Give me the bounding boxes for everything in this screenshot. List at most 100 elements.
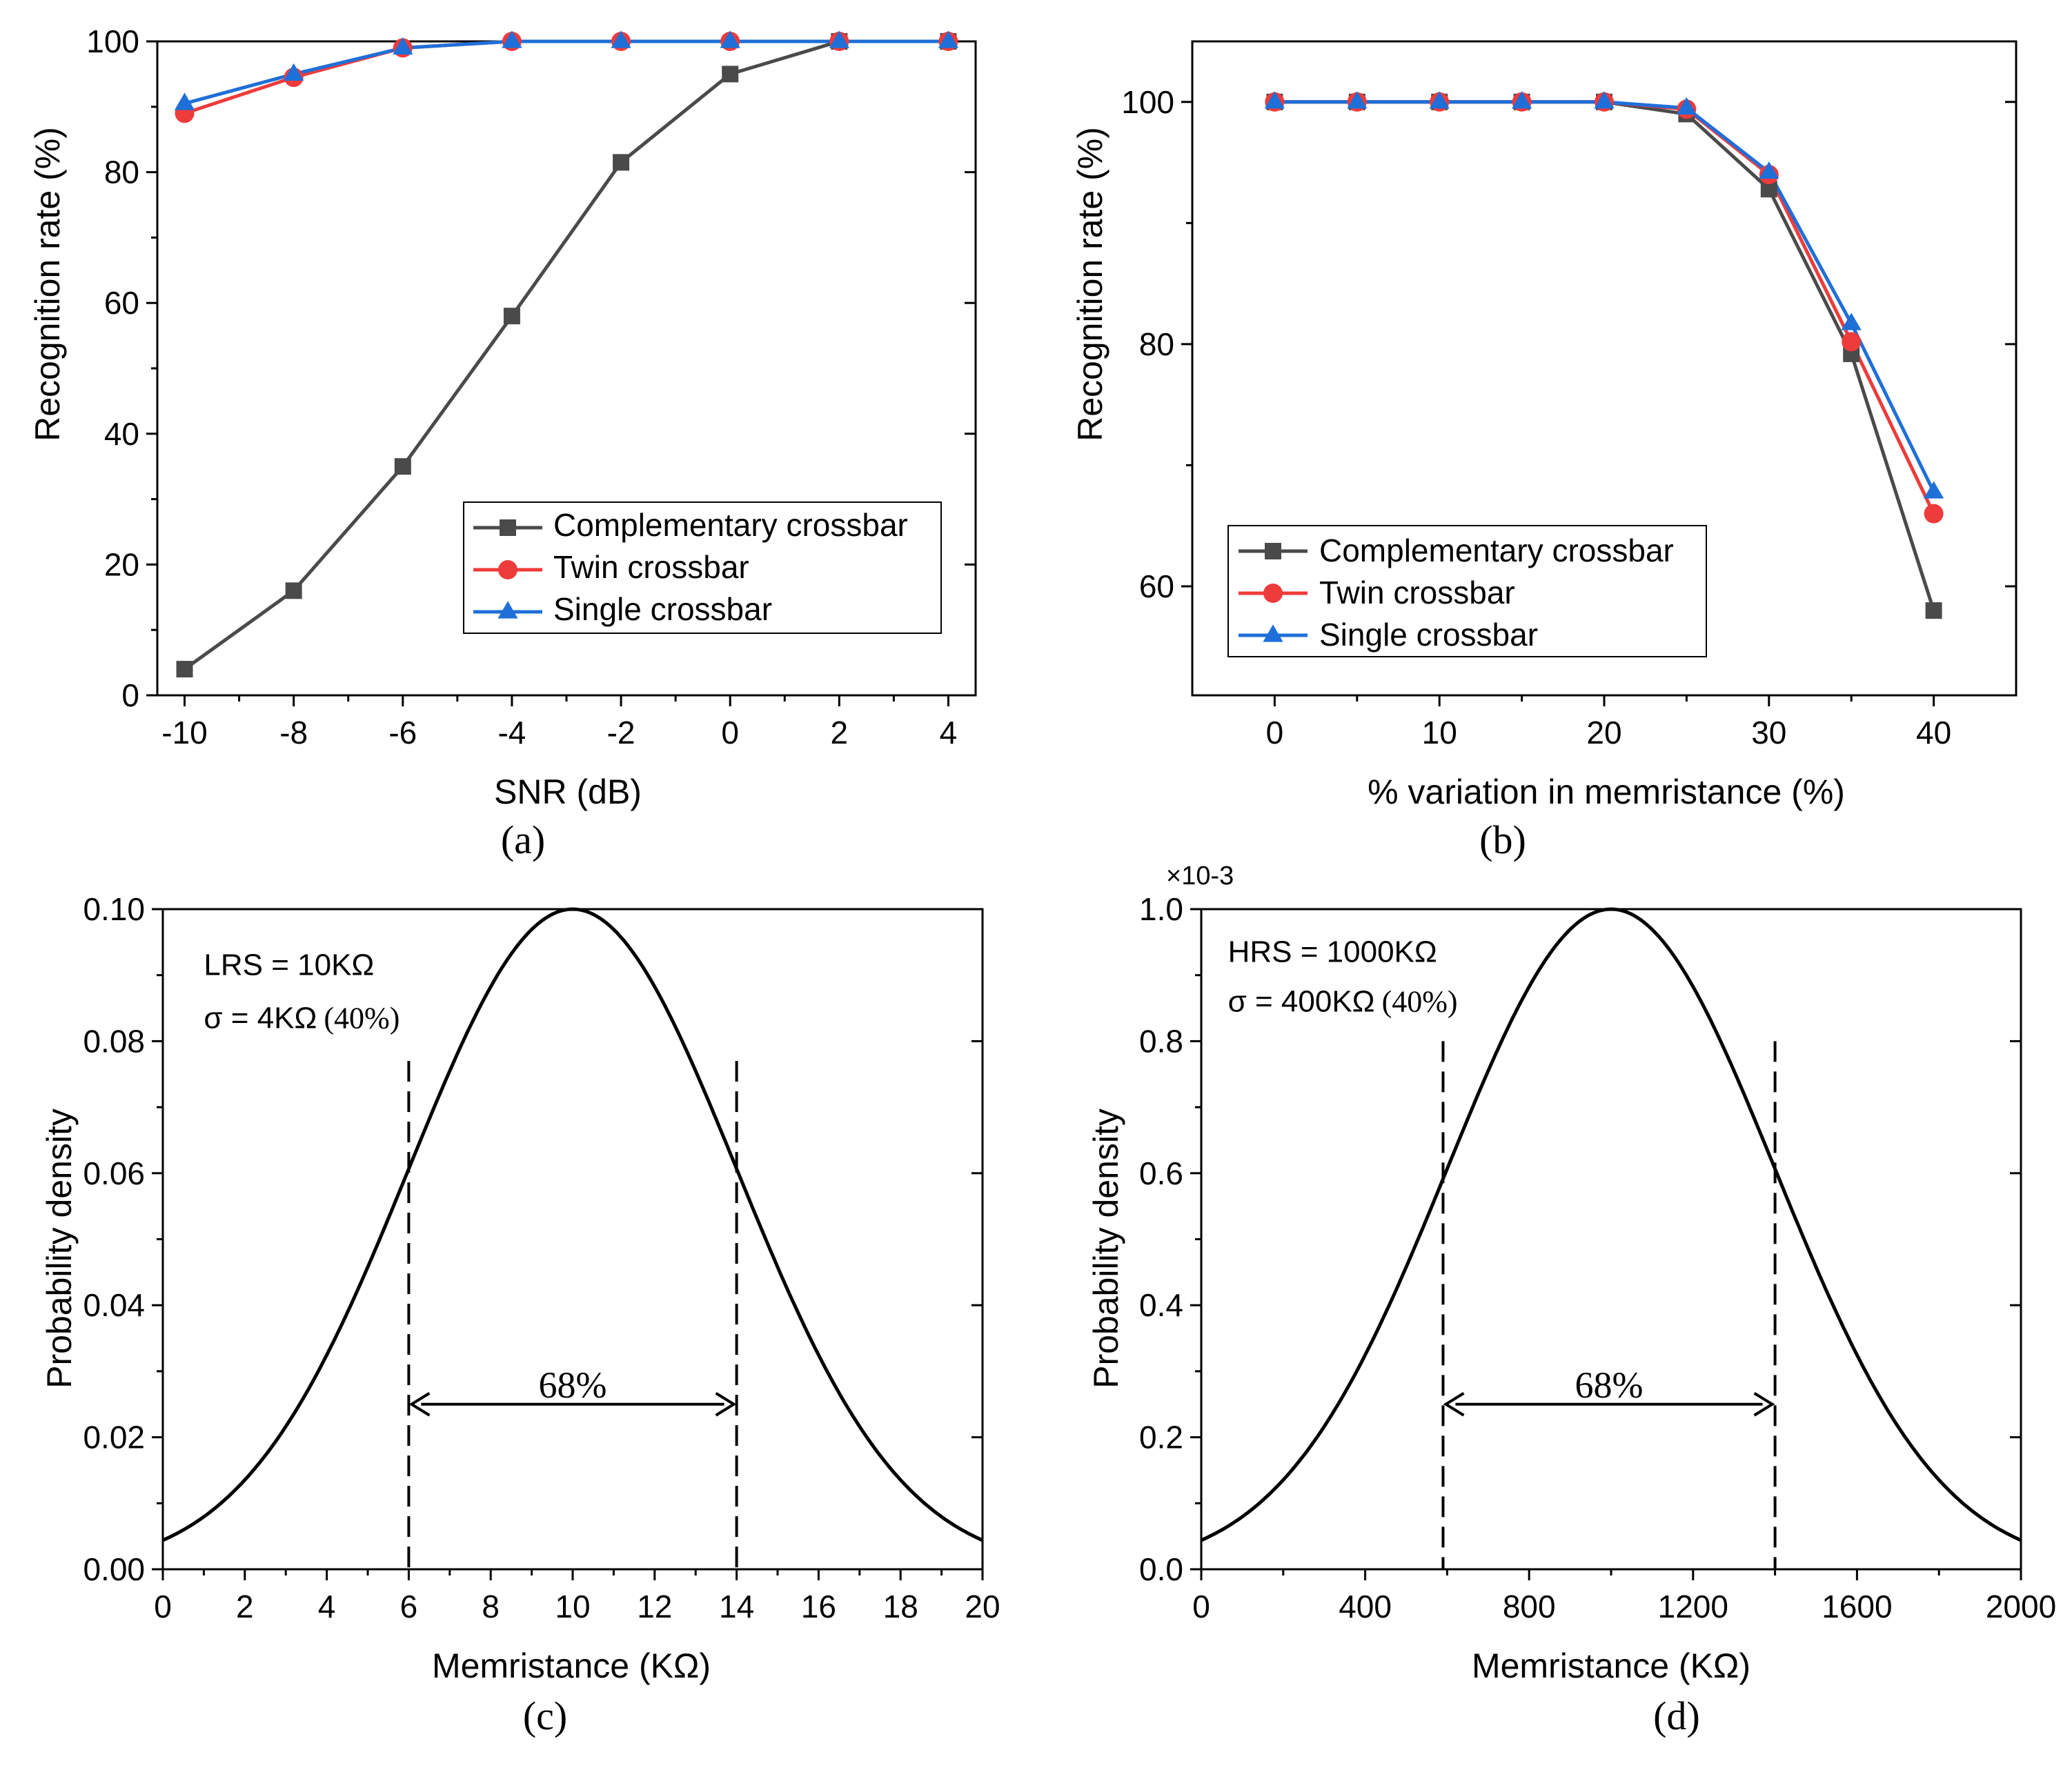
panel-a-xtick-label: -6	[388, 715, 417, 750]
panel-a-xtick-label: -10	[161, 715, 207, 750]
panel-b: 0 10 20 30 40 60 80 100 % variation in memrista…	[1071, 40, 2017, 862]
panel-c-arrow-right-head	[715, 1392, 737, 1417]
panel-c-xtick-label: 18	[883, 1589, 918, 1624]
panel-b-xtick-label: 40	[1916, 715, 1951, 750]
panel-b-series-1-point	[1924, 504, 1944, 524]
panel-a-xtick-label: -4	[497, 715, 526, 750]
panel-a-ytick-label: 0	[121, 677, 139, 713]
panel-a-series-2-point	[720, 30, 740, 48]
panel-b-series-2-point	[1594, 91, 1615, 109]
panel-d-ytick-label: 0.6	[1139, 1155, 1183, 1191]
panel-b-series-1-line	[1274, 100, 1935, 515]
panel-c-annotation-sigma: σ = 4KΩ	[204, 1001, 317, 1035]
panel-c-ytick-label: 0.06	[83, 1155, 145, 1191]
panel-a-ytick-label: 20	[104, 546, 139, 582]
panel-b-ylabel: Recognition rate (%)	[1071, 127, 1109, 441]
panel-d-label: (d)	[1653, 1693, 1700, 1738]
panel-b-series-2-point	[1759, 161, 1779, 179]
panel-c-arrow-left-head	[408, 1392, 431, 1417]
panel-a-xtick-label: -8	[279, 715, 308, 750]
panel-d-xlabel: Memristance (KΩ)	[1472, 1647, 1750, 1685]
panel-d-gaussian-curve	[1200, 907, 2022, 1542]
panel-a-xtick-label: 0	[721, 715, 739, 750]
panel-c: 0 2 4 6 8 10 12 14 16 18 20 0.00 0.02 0.04 0.06 0.08 0.1…	[40, 891, 1000, 1738]
panel-c-xtick-label: 8	[482, 1589, 500, 1624]
panel-a-series-2-point	[174, 92, 195, 110]
panel-b-xlabel: % variation in memristance (%)	[1368, 773, 1845, 811]
panel-c-annotation-pct: (40%)	[324, 1001, 399, 1035]
panel-d-ytick-label: 1.0	[1139, 891, 1183, 927]
panel-a-series-2-point	[502, 30, 522, 48]
panel-c-ytick-label: 0.04	[83, 1287, 145, 1323]
panel-a-ylabel: Recognition rate (%)	[28, 127, 67, 441]
panel-b-series-2-point	[1841, 312, 1862, 330]
panel-a-series-0-point	[503, 308, 520, 325]
panel-d-xtick-label: 2000	[1986, 1589, 2056, 1624]
panel-b-legend: Complementary crossbar Twin crossbar Sin…	[1227, 525, 1707, 657]
panel-b-ytick-label: 80	[1139, 326, 1174, 362]
panel-d-annotation-hrs: HRS = 1000KΩ	[1228, 935, 1437, 969]
panel-d-xtick-label: 1200	[1658, 1589, 1728, 1624]
panel-b-ytick-label: 100	[1121, 84, 1174, 120]
panel-a-legend-single: Single crossbar	[553, 591, 772, 627]
panel-a-series-2-point	[611, 30, 631, 48]
panel-b-series-2-point	[1429, 91, 1450, 109]
panel-a-series-2-point	[938, 30, 959, 48]
panel-b-series-2-point	[1923, 481, 1944, 499]
panel-c-ytick-label: 0.10	[83, 891, 145, 927]
panel-b-legend-marker-2	[1263, 624, 1283, 642]
panel-c-xtick-label: 2	[236, 1589, 254, 1624]
panel-a-legend-twin: Twin crossbar	[553, 549, 749, 585]
panel-a-xtick-label: 2	[831, 715, 849, 750]
panel-d-xtick-label: 400	[1339, 1589, 1392, 1624]
panel-c-xtick-label: 20	[965, 1589, 1000, 1624]
panel-a-series-0-point	[285, 582, 302, 599]
panel-b-series-2-point	[1511, 91, 1532, 109]
panel-c-ytick-label: 0.02	[83, 1420, 145, 1455]
panel-d-xtick-label: 800	[1503, 1589, 1556, 1624]
panel-a-legend-marker-0	[500, 519, 516, 536]
panel-a-xtick-label: 4	[940, 715, 958, 750]
panel-d-xtick-label: 0	[1192, 1589, 1210, 1624]
panel-c-xlabel: Memristance (KΩ)	[432, 1647, 711, 1685]
panel-c-xtick-label: 0	[154, 1589, 172, 1624]
panel-b-series-2-point	[1347, 91, 1368, 109]
panel-a-legend-marker-1	[498, 560, 517, 579]
panel-a-ytick-label: 100	[86, 23, 139, 59]
panel-a-series-2-point	[284, 63, 304, 81]
panel-a-series-0-line	[184, 39, 949, 671]
panel-a-series-2-line	[184, 39, 949, 106]
panel-b-series-0-point	[1925, 602, 1942, 619]
panel-c-gaussian-curve	[161, 907, 984, 1542]
panel-a-series-0-point	[176, 661, 193, 678]
panel-b-xtick-label: 30	[1751, 715, 1786, 750]
panel-c-ylabel: Probability density	[40, 1108, 79, 1389]
panel-b-legend-marker-0	[1265, 543, 1281, 559]
panel-c-ytick-label: 0.08	[83, 1023, 145, 1059]
panel-a-series-0-point	[722, 66, 739, 83]
panel-a-label: (a)	[501, 817, 545, 862]
panel-a-series-2-point	[829, 30, 849, 48]
panel-c-label: (c)	[523, 1693, 567, 1738]
panel-a-legend-marker-2	[497, 601, 518, 619]
panel-a-series-0-point	[394, 458, 411, 475]
panel-b-series-2-point	[1676, 97, 1697, 115]
panel-b-label: (b)	[1479, 817, 1526, 862]
panel-d-arrow-left-head	[1443, 1392, 1465, 1417]
panel-b-xtick-label: 0	[1266, 715, 1284, 750]
panel-d-ytick-label: 0.0	[1139, 1551, 1183, 1587]
panel-d-ytick-label: 0.2	[1139, 1420, 1183, 1455]
panel-a-legend-complementary: Complementary crossbar	[553, 507, 908, 543]
panel-b-legend-complementary: Complementary crossbar	[1319, 533, 1674, 568]
panel-d-arrow-right-head	[1753, 1392, 1775, 1417]
panel-a-ytick-label: 40	[104, 416, 139, 452]
panel-d-68-label: 68%	[1575, 1364, 1644, 1406]
panel-c-annotation-lrs: LRS = 10KΩ	[204, 948, 374, 982]
panel-b-series-1-point	[1842, 332, 1862, 352]
panel-b-ytick-label: 60	[1139, 568, 1174, 604]
panel-a-ytick-label: 80	[104, 155, 139, 190]
panel-b-legend-marker-1	[1263, 584, 1283, 603]
panel-a-xtick-label: -2	[607, 715, 635, 750]
